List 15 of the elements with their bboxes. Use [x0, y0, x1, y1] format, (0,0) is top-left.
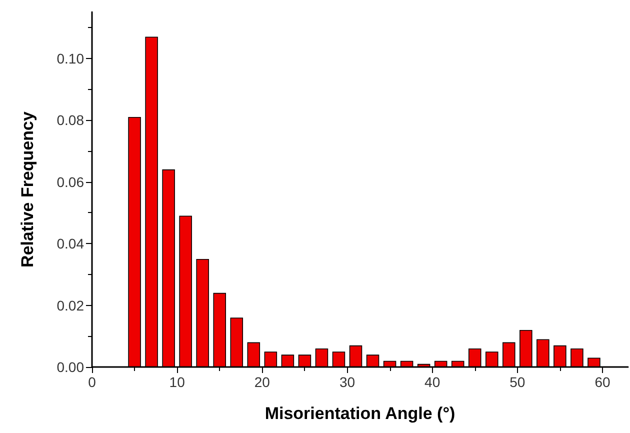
- y-tick-label: 0.10: [56, 50, 84, 66]
- y-tick-label: 0.06: [56, 174, 84, 190]
- y-tick-label: 0.04: [56, 236, 84, 252]
- y-tick-label: 0.08: [56, 112, 84, 128]
- y-tick-label: 0.00: [56, 359, 84, 375]
- y-tick-label: 0.02: [56, 297, 84, 314]
- x-tick-label: 40: [424, 374, 440, 390]
- x-tick-label: 20: [254, 374, 270, 390]
- x-axis-title: Misorientation Angle (°): [264, 404, 456, 423]
- x-tick-label: 0: [88, 374, 96, 390]
- x-tick-label: 10: [169, 374, 186, 390]
- x-tick-label: 60: [594, 374, 610, 390]
- y-axis-title: Relative Frequency: [18, 111, 37, 268]
- x-tick-label: 50: [510, 374, 526, 390]
- x-tick-label: 30: [339, 374, 356, 390]
